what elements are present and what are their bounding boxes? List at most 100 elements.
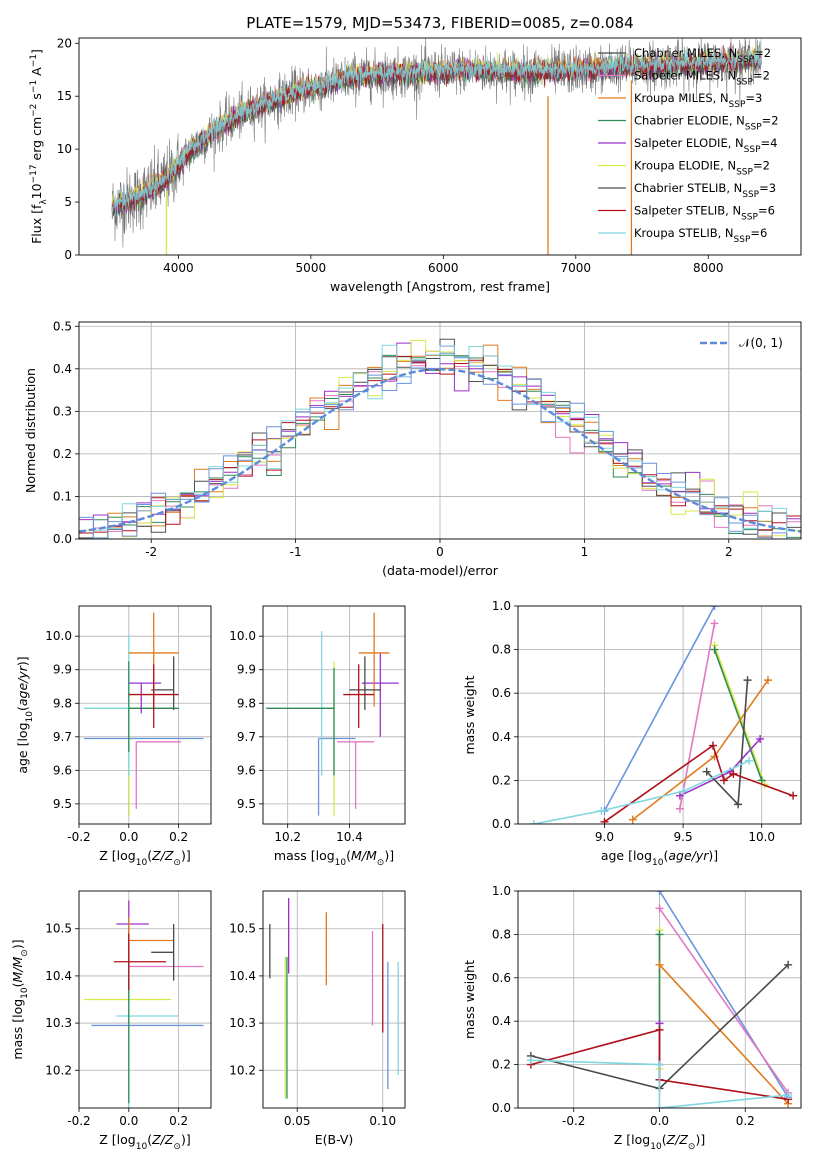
plot-area [79,891,211,1108]
y-tick-label: 0.6 [492,971,511,985]
y-tick-label: 10.4 [229,969,256,983]
model-spectrum-line [111,38,762,218]
y-tick-label: 9.8 [237,696,256,710]
x-axis-label: wavelength [Angstrom, rest frame] [330,279,550,294]
panel-weight-vs-age: 9.0 9.5 10.0 0.0 0.2 0.4 0.6 0.8 1.0 age [log10(a… [462,599,802,868]
x-axis-label: Z [log10(Z/Z⊙)] [99,1132,190,1152]
axes-frame [517,605,802,825]
weight-marker [655,960,664,969]
y-axis-label: Normed distribution [23,368,38,493]
y-tick-label: 1.0 [492,884,511,898]
weight-marker [729,769,738,778]
legend-entry: Kroupa MILES, NSSP=3 [634,91,762,110]
legend-entry: Kroupa ELODIE, NSSP=2 [634,159,770,178]
y-tick-label: 10.4 [45,969,72,983]
weight-marker [675,791,684,800]
weight-marker [763,676,772,685]
panel-mass-vs-Z: -0.2 0.0 0.2 10.2 10.3 10.4 10.5 Z [log10(Z/Z⊙)… [10,890,212,1152]
x-tick-label: -0.2 [67,830,90,844]
legend-entry: 𝒩(0, 1) [739,336,783,350]
y-tick-label: 0.4 [492,1014,511,1028]
weight-marker [597,806,606,815]
y-tick-label: 0.4 [492,730,511,744]
x-axis-label: mass [log10(M/M⊙)] [274,848,394,868]
panel-age-vs-mass: 10.2 10.4 9.5 9.6 9.7 9.8 9.9 10.0 mass [log10(M… [229,605,406,868]
x-tick-label: 0.10 [369,1114,396,1128]
weight-marker [655,1025,664,1034]
x-tick-label: 10.4 [336,830,363,844]
axes-frame [78,321,802,540]
x-axis-label: Z [log10(Z/Z⊙)] [614,1132,705,1152]
legend-entry: Salpeter MILES, NSSP=2 [634,69,770,88]
x-tick-label: -2 [145,545,157,559]
x-tick-label: -0.2 [67,1114,90,1128]
weight-marker [702,767,711,776]
x-tick-label: 0 [436,545,444,559]
weight-marker [710,606,719,610]
x-axis-label: age [log10(age/yr)] [601,848,718,868]
y-tick-label: 10.2 [229,1063,256,1077]
y-axis-label: mass [log10(M/M⊙)] [10,939,30,1059]
axes-frame [78,605,212,825]
x-tick-label: 7000 [561,261,592,275]
x-axis-label: Z [log10(Z/Z⊙)] [99,848,190,868]
legend-entry: Salpeter ELODIE, NSSP=4 [634,136,777,155]
axes-frame [262,605,406,825]
y-tick-label: 0.8 [492,927,511,941]
weight-marker [757,776,766,785]
weight-marker [784,960,793,969]
axes-frame [78,890,212,1109]
y-tick-label: 10.0 [45,629,72,643]
y-axis-label: mass weight [462,960,477,1039]
y-tick-label: 10.5 [229,922,256,936]
weight-marker [789,791,798,800]
y-tick-label: 0.4 [53,362,72,376]
y-tick-label: 5 [64,195,72,209]
y-tick-label: 0.2 [492,1058,511,1072]
panel-weight-vs-Z: -0.2 0.0 0.2 0.0 0.2 0.4 0.6 0.8 1.0 Z [log10(Z/Z… [462,884,802,1152]
weight-marker [655,891,664,895]
legend-entry: Salpeter STELIB, NSSP=6 [634,204,775,223]
weight-line [530,1028,789,1101]
weight-marker [655,904,664,913]
histogram-step [79,344,801,539]
x-tick-label: 2 [725,545,733,559]
weight-line [713,649,763,781]
weight-marker [655,1104,664,1108]
y-tick-label: 9.6 [237,763,256,777]
y-tick-label: 9.7 [53,730,72,744]
weight-marker [734,800,743,809]
plot-area [518,606,801,824]
plot-area [263,891,405,1108]
x-axis-label: E(B-V) [315,1132,354,1147]
y-tick-label: 10.2 [45,1063,72,1077]
panel-residuals: -2 -1 0 1 2 0.0 0.1 0.2 0.3 0.4 0.5 𝒩(0, 1) (data-mo… [23,319,802,578]
plot-area [79,606,211,824]
weight-marker [675,804,684,813]
weight-marker [628,815,637,824]
y-tick-label: 0.2 [53,447,72,461]
plot-area [111,38,762,255]
y-tick-label: 0.0 [492,817,511,831]
y-tick-label: 15 [57,89,72,103]
x-tick-label: 0.2 [169,830,188,844]
histogram-step [79,352,801,539]
weight-marker [526,1056,535,1065]
y-tick-label: 0.5 [53,319,72,333]
x-tick-label: 0.2 [736,1114,755,1128]
x-tick-label: 0.0 [119,1114,138,1128]
panel-mass-vs-ebv: 0.05 0.10 10.2 10.3 10.4 10.5 E(B-V) [229,890,406,1147]
histogram-step [79,355,801,534]
axes-frame [78,37,802,256]
x-tick-label: -0.2 [562,1114,585,1128]
weight-line [533,760,750,824]
x-tick-label: 9.0 [595,830,614,844]
y-tick-label: 0.6 [492,686,511,700]
weight-marker [743,676,752,685]
weight-marker [600,817,609,824]
axes-frame [517,890,802,1109]
y-axis-label: mass weight [462,675,477,754]
y-tick-label: 9.9 [53,663,72,677]
x-tick-label: 0.0 [650,1114,669,1128]
